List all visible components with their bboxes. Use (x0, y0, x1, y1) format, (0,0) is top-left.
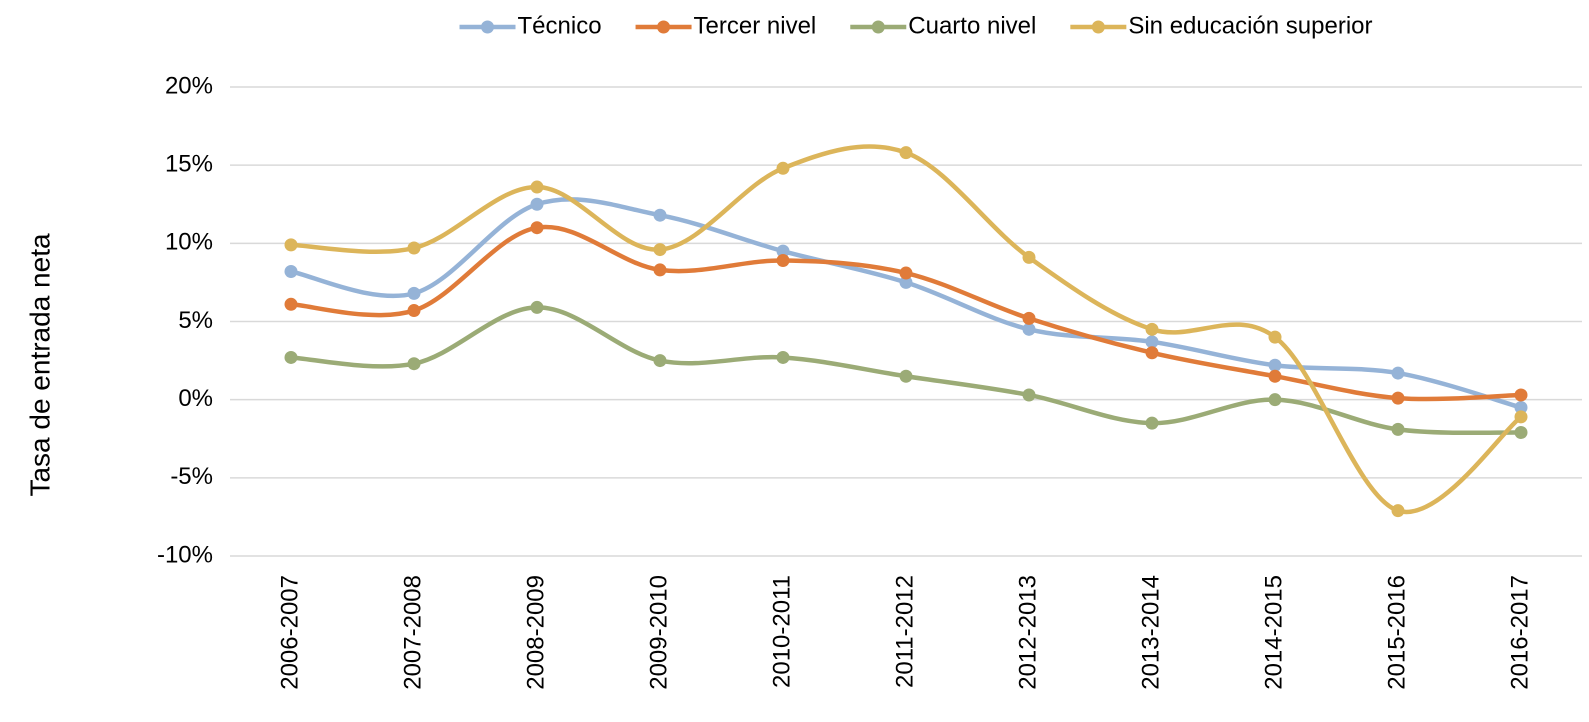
data-point (530, 300, 544, 314)
legend-item: Técnico (459, 12, 602, 39)
data-point (284, 297, 298, 311)
legend-label: Cuarto nivel (908, 12, 1036, 39)
data-point (407, 304, 421, 318)
data-point (776, 254, 790, 268)
data-point (1022, 311, 1036, 325)
x-tick-label: 2006-2007 (276, 575, 303, 690)
legend-label: Tercer nivel (694, 12, 817, 39)
data-point (407, 286, 421, 300)
data-point (1268, 369, 1282, 383)
x-tick-label: 2013-2014 (1137, 575, 1164, 690)
legend-marker (657, 20, 671, 34)
data-point (530, 180, 544, 194)
x-tick-label: 2007-2008 (399, 575, 426, 690)
y-tick-label: -5% (170, 463, 213, 490)
data-point (1145, 346, 1159, 360)
data-point (1514, 410, 1528, 424)
x-tick-label: 2009-2010 (645, 575, 672, 690)
legend-item: Cuarto nivel (850, 12, 1036, 39)
data-point (407, 241, 421, 255)
data-point (530, 197, 544, 211)
data-point (899, 275, 913, 289)
data-point (1514, 388, 1528, 402)
data-point (284, 238, 298, 252)
data-point (776, 161, 790, 175)
data-point (1391, 422, 1405, 436)
data-point (653, 354, 667, 368)
data-point (899, 146, 913, 160)
y-tick-label: 0% (178, 385, 213, 412)
data-point (653, 243, 667, 257)
data-point (1145, 416, 1159, 430)
legend-marker (481, 20, 495, 34)
y-tick-label: 15% (165, 151, 213, 178)
y-tick-label: 5% (178, 307, 213, 334)
legend-marker (1091, 20, 1105, 34)
data-point (1145, 335, 1159, 349)
x-tick-label: 2014-2015 (1260, 575, 1287, 690)
data-point (1022, 322, 1036, 336)
data-point (1022, 250, 1036, 264)
legend-marker (871, 20, 885, 34)
data-point (653, 208, 667, 222)
data-point (899, 369, 913, 383)
data-point (1391, 504, 1405, 518)
legend-label: Técnico (518, 12, 602, 39)
data-point (1391, 391, 1405, 405)
data-point (776, 350, 790, 364)
data-point (1268, 393, 1282, 407)
series-line (288, 144, 1524, 515)
x-tick-label: 2011-2012 (891, 575, 918, 688)
data-point (1022, 388, 1036, 402)
data-point (407, 357, 421, 371)
y-axis-label: Tasa de entrada neta (24, 233, 55, 497)
data-point (530, 221, 544, 235)
data-point (1145, 322, 1159, 336)
data-point (284, 350, 298, 364)
x-tick-label: 2008-2009 (522, 575, 549, 690)
x-tick-label: 2016-2017 (1506, 575, 1533, 690)
legend-item: Tercer nivel (635, 12, 817, 39)
data-point (1268, 358, 1282, 372)
y-tick-label: -10% (157, 541, 213, 568)
legend: Técnico Tercer nivel Cuarto nivel Sin educa… (459, 12, 1372, 39)
data-point (1514, 400, 1528, 414)
data-point (1268, 330, 1282, 344)
x-tick-label: 2012-2013 (1014, 575, 1041, 690)
x-tick-label: 2015-2016 (1383, 575, 1410, 690)
data-point (1391, 366, 1405, 380)
y-tick-label: 20% (165, 72, 213, 99)
data-point (776, 244, 790, 258)
y-tick-label: 10% (165, 229, 213, 256)
legend-item: Sin educación superior (1070, 12, 1372, 39)
data-point (1514, 425, 1528, 439)
data-point (899, 266, 913, 280)
data-point (284, 264, 298, 278)
legend-label: Sin educación superior (1128, 12, 1372, 39)
data-point (653, 263, 667, 277)
x-tick-label: 2010-2011 (768, 575, 795, 688)
